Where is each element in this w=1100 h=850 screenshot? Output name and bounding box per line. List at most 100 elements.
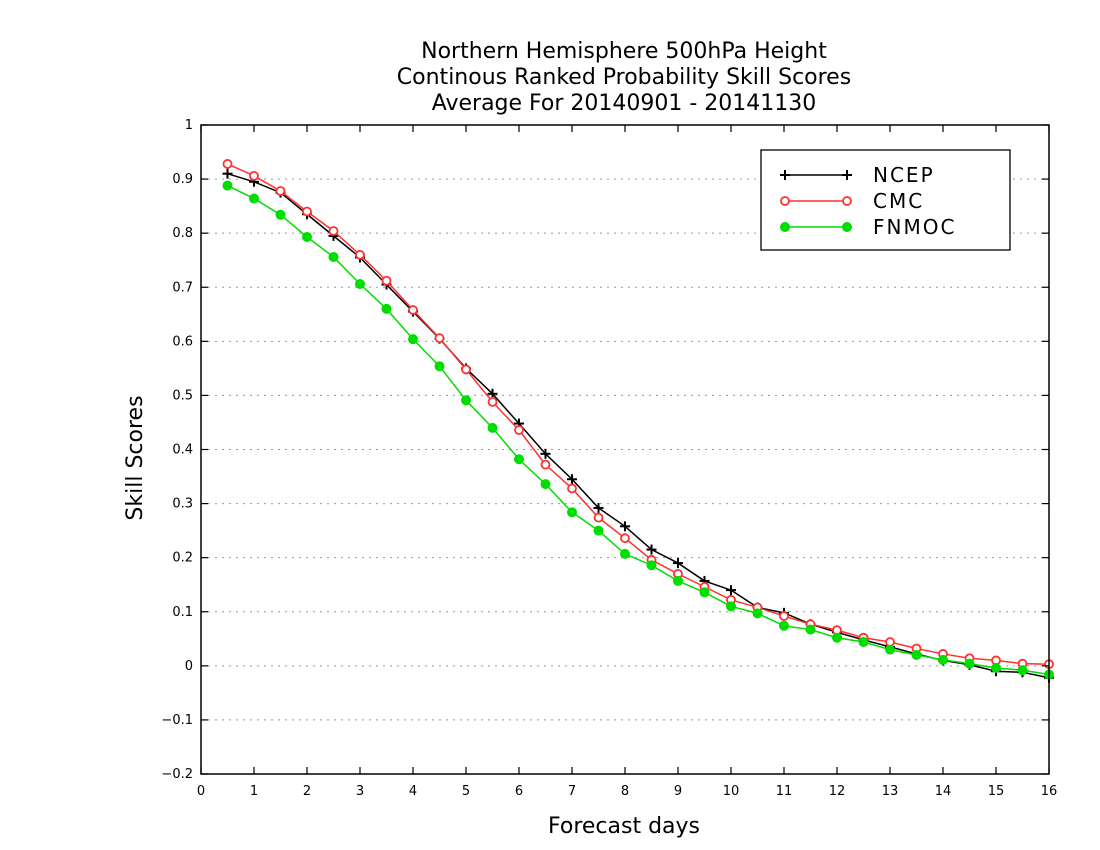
data-point-fnmoc xyxy=(434,361,445,372)
data-point-cmc xyxy=(540,459,551,470)
x-tick-label: 9 xyxy=(674,784,682,799)
y-tick-label: 0.8 xyxy=(172,226,193,241)
x-tick-label: 13 xyxy=(882,784,899,799)
data-point-ncep xyxy=(222,168,233,179)
data-point-fnmoc xyxy=(646,560,657,571)
data-point-fnmoc xyxy=(752,608,763,619)
series-fnmoc xyxy=(222,180,1054,680)
data-point-fnmoc xyxy=(991,662,1001,673)
x-tick-label: 14 xyxy=(935,784,952,799)
y-tick-label: −0.2 xyxy=(161,767,193,782)
data-point-cmc xyxy=(593,512,604,523)
data-point-fnmoc xyxy=(355,279,365,290)
data-point-fnmoc xyxy=(540,479,551,490)
legend-item-cmc: CMC xyxy=(780,189,924,213)
y-tick-label: 0.1 xyxy=(172,605,193,620)
data-point-cmc xyxy=(461,364,471,375)
x-tick-label: 15 xyxy=(988,784,1005,799)
x-tick-label: 4 xyxy=(409,784,417,799)
x-tick-label: 5 xyxy=(462,784,470,799)
data-point-fnmoc xyxy=(858,637,869,648)
legend-marker-cmc xyxy=(842,196,852,206)
y-axis-title: Skill Scores xyxy=(123,395,148,520)
data-point-fnmoc xyxy=(1017,665,1028,676)
x-tick-label: 7 xyxy=(568,784,576,799)
x-tick-label: 10 xyxy=(723,784,740,799)
y-tick-label: 0.7 xyxy=(172,280,193,295)
data-point-fnmoc xyxy=(726,601,736,612)
data-point-cmc xyxy=(779,611,789,621)
data-point-fnmoc xyxy=(885,644,895,655)
legend-marker-fnmoc xyxy=(780,222,790,232)
data-point-fnmoc xyxy=(408,334,418,345)
data-point-fnmoc xyxy=(487,422,498,433)
data-point-fnmoc xyxy=(593,525,604,536)
x-tick-label: 8 xyxy=(621,784,629,799)
data-point-fnmoc xyxy=(938,654,948,665)
data-point-cmc xyxy=(275,186,286,196)
data-point-fnmoc xyxy=(514,454,524,465)
legend-label-fnmoc: FNMOC xyxy=(873,215,956,239)
data-point-fnmoc xyxy=(302,231,312,242)
data-point-cmc xyxy=(381,275,392,286)
data-point-cmc xyxy=(620,533,630,544)
y-tick-label: 1 xyxy=(185,118,193,133)
grid-layer xyxy=(201,178,1049,721)
x-tick-label: 0 xyxy=(197,784,205,799)
y-tick-label: 0.4 xyxy=(172,443,193,458)
data-point-cmc xyxy=(487,397,498,407)
y-tick-label: 0.3 xyxy=(172,497,193,512)
y-tick-label: 0 xyxy=(185,659,193,674)
legend-label-ncep: NCEP xyxy=(873,163,935,187)
series-line-fnmoc xyxy=(227,184,1050,676)
data-point-fnmoc xyxy=(275,209,286,220)
data-point-ncep xyxy=(673,558,683,569)
legend-marker-fnmoc xyxy=(842,222,852,232)
data-point-ncep xyxy=(726,585,736,596)
data-point-fnmoc xyxy=(620,548,630,559)
data-point-cmc xyxy=(249,170,259,181)
chart-title-line: Northern Hemisphere 500hPa Height xyxy=(421,39,827,64)
data-point-ncep xyxy=(540,448,551,459)
data-point-fnmoc xyxy=(805,624,816,635)
y-tick-label: 0.6 xyxy=(172,334,193,349)
data-point-ncep xyxy=(646,544,657,555)
data-point-fnmoc xyxy=(249,193,259,204)
legend-item-ncep: NCEP xyxy=(780,163,935,187)
chart-title-line: Continous Ranked Probability Skill Score… xyxy=(397,65,851,90)
legend-marker-ncep xyxy=(842,170,852,180)
y-tick-label: −0.1 xyxy=(161,713,193,728)
x-tick-label: 1 xyxy=(250,784,258,799)
x-tick-label: 2 xyxy=(303,784,311,799)
data-point-cmc xyxy=(222,159,233,169)
data-point-cmc xyxy=(328,226,339,236)
data-point-fnmoc xyxy=(673,575,683,586)
chart-title: Northern Hemisphere 500hPa HeightContino… xyxy=(397,39,851,116)
data-point-cmc xyxy=(302,206,312,217)
y-tick-label: 0.5 xyxy=(172,388,193,403)
x-tick-label: 16 xyxy=(1041,784,1058,799)
legend-marker-ncep xyxy=(780,170,790,180)
x-tick-label: 6 xyxy=(515,784,523,799)
tick-layer: −0.2−0.100.10.20.30.40.50.60.70.80.910 1 2… xyxy=(161,118,1057,799)
data-point-ncep xyxy=(620,521,630,532)
data-point-fnmoc xyxy=(328,251,339,262)
data-point-ncep xyxy=(567,474,577,485)
data-point-fnmoc xyxy=(911,650,922,661)
y-tick-label: 0.2 xyxy=(172,551,193,566)
y-tick-label: 0.9 xyxy=(172,172,193,187)
x-tick-label: 12 xyxy=(829,784,846,799)
chart-title-line: Average For 20140901 - 20141130 xyxy=(432,91,817,116)
legend-label-cmc: CMC xyxy=(873,189,924,213)
legend-item-fnmoc: FNMOC xyxy=(780,215,956,239)
x-tick-label: 3 xyxy=(356,784,364,799)
data-point-fnmoc xyxy=(699,587,710,598)
data-point-fnmoc xyxy=(964,658,975,669)
data-point-fnmoc xyxy=(779,620,789,631)
series-layer xyxy=(222,159,1054,683)
data-point-fnmoc xyxy=(567,507,577,518)
data-point-ncep xyxy=(593,502,604,513)
